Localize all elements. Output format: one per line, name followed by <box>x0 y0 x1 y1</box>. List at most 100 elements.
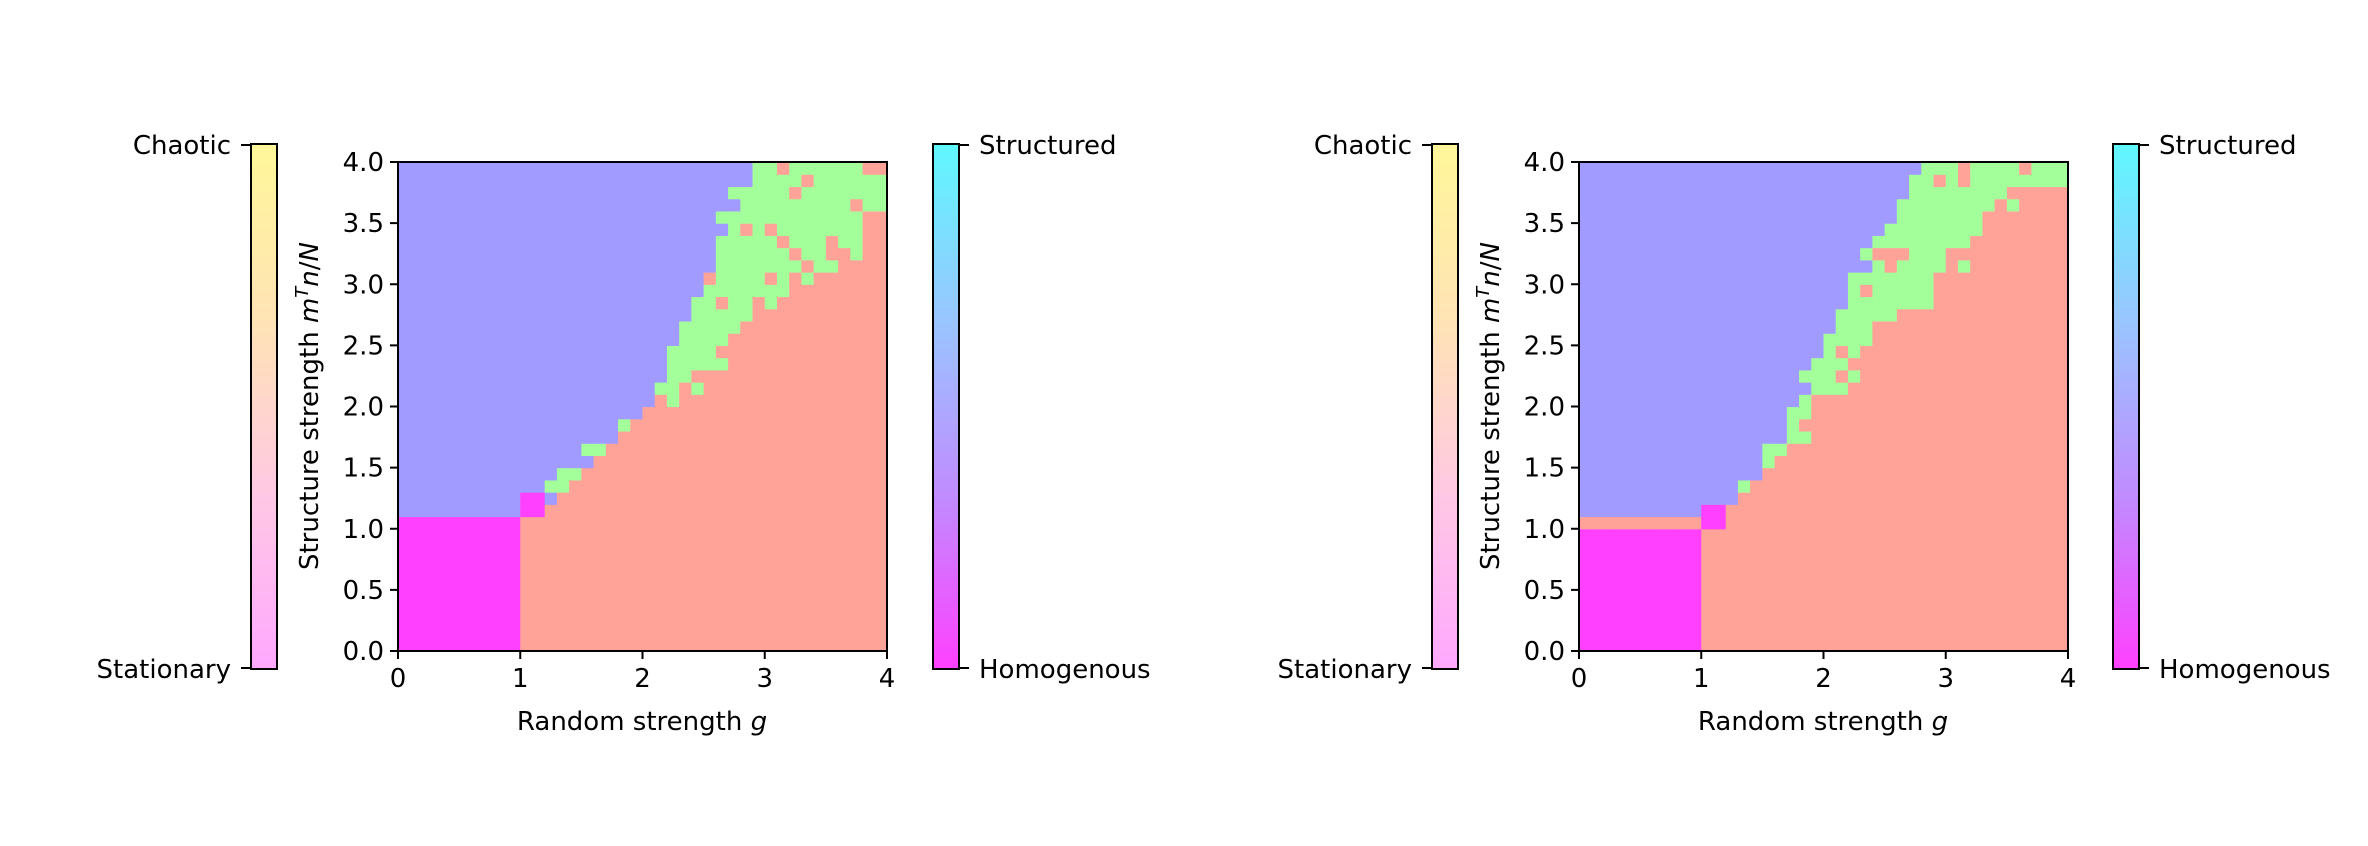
heatmap-cell <box>1640 357 1653 371</box>
y-tick-label: 0.5 <box>343 576 384 606</box>
left-colorbar-2-bottom-label: Stationary <box>1278 655 1412 685</box>
heatmap-cell <box>666 504 680 518</box>
heatmap-cell <box>630 162 644 175</box>
heatmap-cell <box>838 174 851 188</box>
heatmap-cell <box>520 162 534 175</box>
heatmap-cell <box>1640 406 1653 420</box>
heatmap-cell <box>508 516 521 530</box>
heatmap-cell <box>801 235 815 249</box>
heatmap-cell <box>1786 333 1800 346</box>
heatmap-cell <box>1615 455 1629 469</box>
heatmap-cell <box>1713 479 1727 493</box>
heatmap-cell <box>569 504 582 518</box>
heatmap-cell <box>459 186 472 200</box>
heatmap-cell <box>520 638 534 652</box>
heatmap-cell <box>1921 418 1935 432</box>
heatmap-cell <box>618 284 631 298</box>
heatmap-cell <box>532 272 546 285</box>
heatmap-cell <box>1603 162 1617 175</box>
heatmap-cell <box>581 565 595 579</box>
heatmap-cell <box>1762 174 1776 188</box>
heatmap-cell <box>459 577 472 591</box>
heatmap-cell <box>862 357 876 371</box>
heatmap-cell <box>1921 186 1935 200</box>
heatmap-cell <box>1652 259 1666 273</box>
heatmap-cell <box>471 516 485 530</box>
heatmap-cell <box>556 284 570 298</box>
heatmap-cell <box>1909 162 1922 175</box>
heatmap-cell <box>2055 553 2069 567</box>
heatmap-cell <box>422 516 436 530</box>
heatmap-cell <box>1982 235 1996 249</box>
heatmap-cell <box>1603 308 1617 322</box>
heatmap-cell <box>825 320 839 334</box>
heatmap-cell <box>691 455 705 469</box>
heatmap-cell <box>838 210 851 224</box>
heatmap-cell <box>483 638 497 652</box>
heatmap-cell <box>556 565 570 579</box>
heatmap-cell <box>459 528 472 542</box>
heatmap-cell <box>398 296 411 310</box>
heatmap-cell <box>605 589 619 603</box>
heatmap-cell <box>1737 443 1751 456</box>
heatmap-cell <box>654 162 668 175</box>
heatmap-cell <box>1701 553 1715 567</box>
heatmap-cell <box>1762 614 1776 628</box>
heatmap-cell <box>728 626 741 640</box>
heatmap-cell <box>642 382 656 395</box>
heatmap-cell <box>1957 406 1971 420</box>
heatmap-cell <box>776 528 790 542</box>
heatmap-cell <box>1762 504 1776 518</box>
heatmap-cell <box>434 174 448 188</box>
heatmap-cell <box>679 565 692 579</box>
heatmap-cell <box>483 553 497 567</box>
heatmap-cell <box>2031 492 2045 505</box>
heatmap-cell <box>764 198 778 212</box>
heatmap-cell <box>1603 320 1617 334</box>
heatmap-cell <box>569 382 582 395</box>
heatmap-cell <box>1884 516 1898 530</box>
heatmap-cell <box>1689 162 1702 175</box>
heatmap-1-y-axis-label-T: T <box>292 285 313 298</box>
heatmap-cell <box>1579 553 1592 567</box>
heatmap-cell <box>825 467 839 481</box>
heatmap-cell <box>2055 467 2069 481</box>
heatmap-cell <box>495 210 509 224</box>
heatmap-cell <box>495 357 509 371</box>
heatmap-cell <box>1909 516 1922 530</box>
heatmap-cell <box>1872 553 1886 567</box>
heatmap-cell <box>1835 516 1849 530</box>
heatmap-cell <box>581 320 595 334</box>
heatmap-cell <box>801 455 815 469</box>
heatmap-cell <box>1786 174 1800 188</box>
heatmap-cell <box>1640 528 1653 542</box>
heatmap-cell <box>593 296 607 310</box>
heatmap-cell <box>1847 418 1861 432</box>
heatmap-cell <box>508 443 521 456</box>
heatmap-cell <box>1823 382 1837 395</box>
heatmap-cell <box>495 565 509 579</box>
heatmap-cell <box>1640 479 1653 493</box>
heatmap-cell <box>679 492 692 505</box>
heatmap-cell <box>703 223 717 236</box>
heatmap-cell <box>2055 638 2069 652</box>
heatmap-cell <box>1774 345 1788 359</box>
heatmap-cell <box>2031 553 2045 567</box>
heatmap-cell <box>459 382 472 395</box>
heatmap-cell <box>825 333 839 346</box>
heatmap-cell <box>2006 333 2020 346</box>
heatmap-cell <box>1786 369 1800 383</box>
heatmap-cell <box>1627 186 1641 200</box>
heatmap-cell <box>1970 296 1984 310</box>
heatmap-cell <box>1909 492 1922 505</box>
heatmap-cell <box>1945 357 1959 371</box>
heatmap-cell <box>1627 540 1641 554</box>
heatmap-cell <box>1835 504 1849 518</box>
heatmap-cell <box>483 174 497 188</box>
heatmap-cell <box>1896 382 1910 395</box>
heatmap-cell <box>1713 345 1727 359</box>
heatmap-cell <box>569 553 582 567</box>
heatmap-cell <box>1725 406 1739 420</box>
heatmap-cell <box>605 174 619 188</box>
